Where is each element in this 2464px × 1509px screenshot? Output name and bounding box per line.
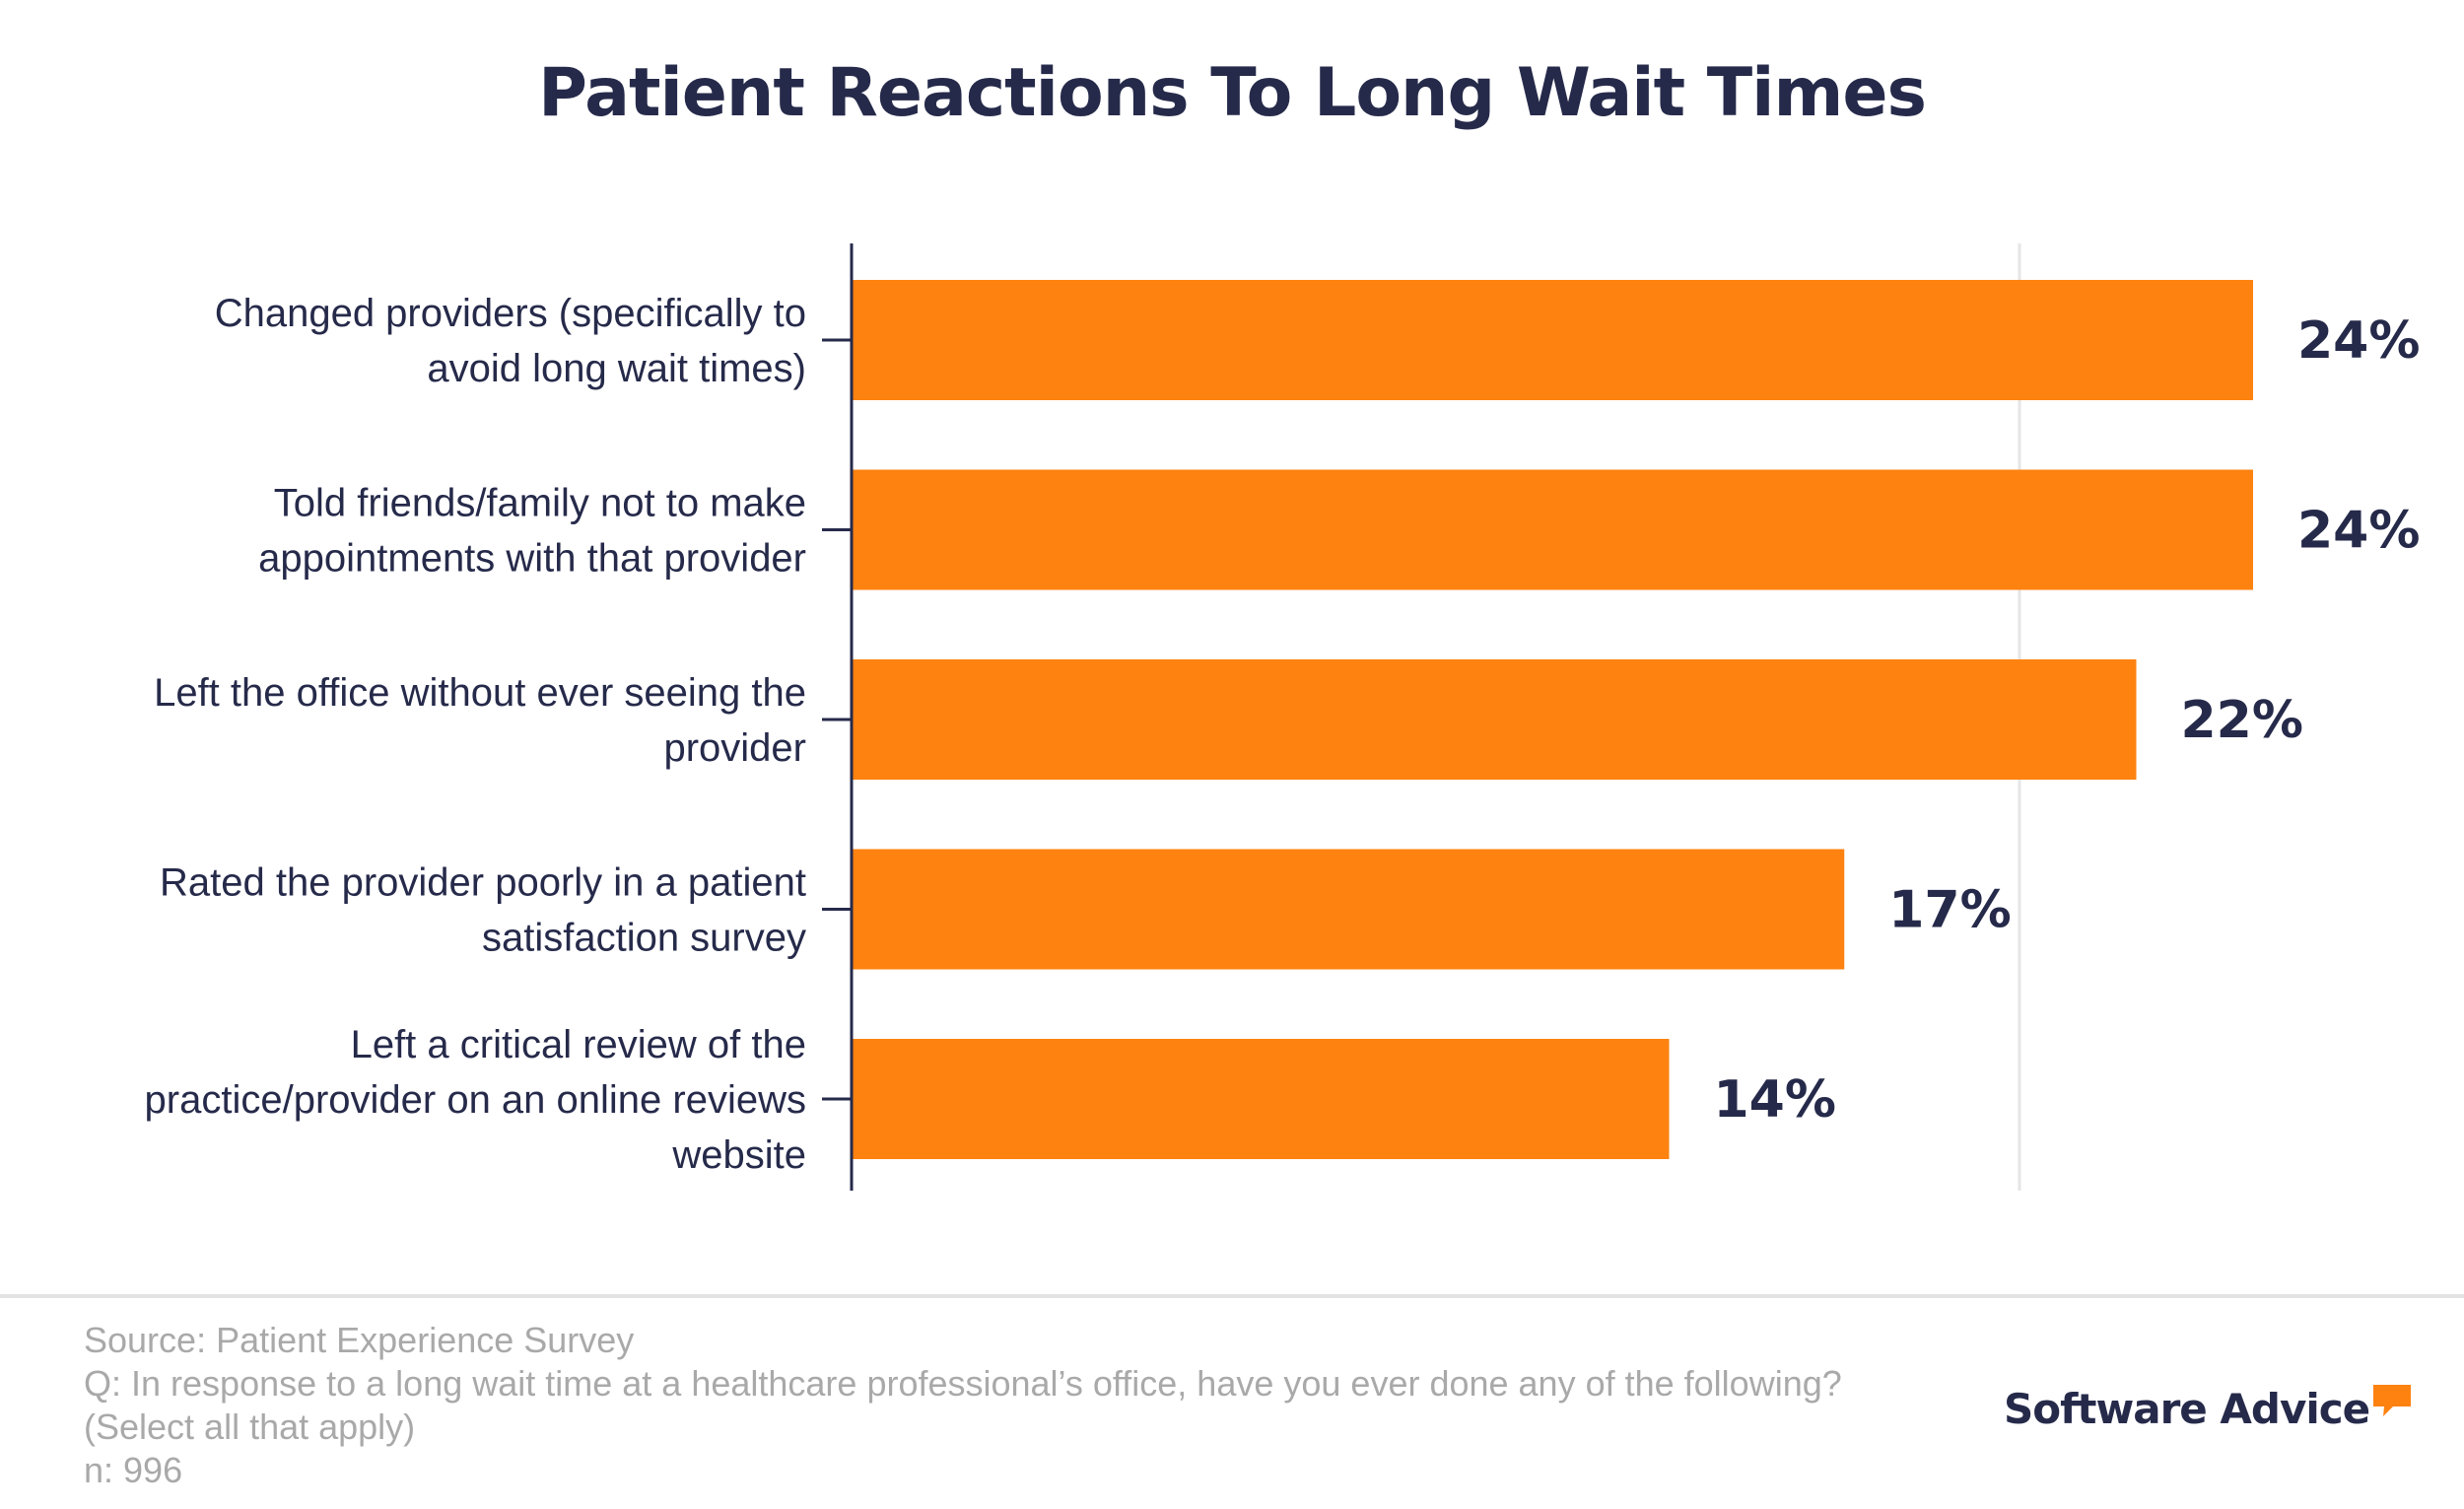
- speech-bubble-icon: [2373, 1385, 2412, 1416]
- category-label: Left the office without ever seeing the p…: [154, 671, 806, 770]
- bar: [852, 849, 1845, 970]
- bar: [852, 659, 2137, 780]
- category-label-line: appointments with that provider: [258, 537, 806, 581]
- category-label-line: avoid long wait times): [427, 347, 806, 390]
- footer-divider: [0, 1294, 2464, 1298]
- bar: [852, 280, 2253, 400]
- source-note: Source: Patient Experience Survey: [84, 1320, 635, 1360]
- category-label-line: Changed providers (specifically to: [215, 292, 806, 335]
- category-label-line: Rated the provider poorly in a patient: [160, 861, 806, 905]
- chart-title: Patient Reactions To Long Wait Times: [538, 54, 1927, 132]
- bar: [852, 469, 2253, 590]
- category-label-line: practice/provider on an online reviews: [145, 1078, 806, 1122]
- category-label: Rated the provider poorly in a patient sa…: [160, 861, 806, 960]
- software-advice-logo: Software Advice: [2004, 1375, 2413, 1444]
- category-label: Changed providers (specifically to avoid …: [215, 292, 806, 390]
- category-label-line: Told friends/family not to make: [274, 482, 806, 525]
- category-label-line: Left a critical review of the: [351, 1023, 806, 1066]
- category-label: Told friends/family not to make appointme…: [258, 482, 806, 581]
- category-label-line: Left the office without ever seeing the: [154, 671, 806, 715]
- bar-chart: 24% Changed providers (specifically to avo…: [145, 243, 2420, 1191]
- logo-text: Software Advice: [2004, 1385, 2370, 1433]
- sample-size: n: 996: [84, 1450, 183, 1490]
- data-label: 24%: [2297, 311, 2420, 371]
- data-label: 17%: [1888, 881, 2011, 940]
- data-label: 24%: [2297, 502, 2420, 561]
- category-label-line: website: [671, 1133, 806, 1177]
- data-label: 14%: [1714, 1070, 1836, 1130]
- bar: [852, 1039, 1670, 1159]
- survey-instruction: (Select all that apply): [84, 1406, 416, 1447]
- category-label-line: satisfaction survey: [482, 917, 806, 960]
- category-label: Left a critical review of the practice/pr…: [145, 1023, 806, 1177]
- survey-question: Q: In response to a long wait time at a …: [84, 1363, 1842, 1404]
- chart-footer: Source: Patient Experience Survey Q: In …: [84, 1319, 1956, 1492]
- category-label-line: provider: [663, 726, 806, 770]
- data-label: 22%: [2181, 691, 2303, 750]
